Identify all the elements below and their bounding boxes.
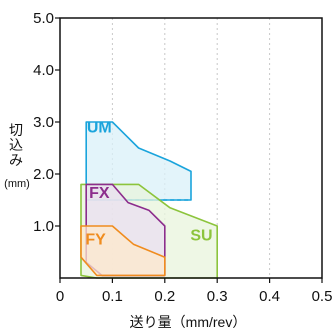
- label-layer: UM SU FX FY: [85, 119, 212, 248]
- x-tick-label-0: 0: [56, 288, 64, 305]
- x-tick-label-5: 0.5: [312, 288, 333, 305]
- tick-layer: 0 0.1 0.2 0.3 0.4 0.5 1.0 2.0 3.0 4.0 5.0: [33, 10, 332, 305]
- series-label-um: UM: [87, 119, 112, 136]
- y-axis-unit: (mm): [4, 178, 30, 190]
- y-axis-title-char-3: み: [9, 152, 23, 168]
- y-tick-label-0: 1.0: [33, 218, 54, 235]
- series-label-su: SU: [190, 228, 212, 245]
- plot-frame: [59, 17, 323, 279]
- y-axis-title-char-1: 切: [9, 122, 23, 138]
- y-axis-title-char-2: 込: [9, 137, 23, 153]
- series-label-fx: FX: [89, 185, 110, 202]
- region-layer: [80, 121, 218, 279]
- x-tick-label-4: 0.4: [259, 288, 280, 305]
- region-um: [85, 121, 192, 201]
- y-tick-label-2: 3.0: [33, 114, 54, 131]
- region-fy: [80, 225, 166, 277]
- y-tick-label-4: 5.0: [33, 10, 54, 27]
- y-tick-label-1: 2.0: [33, 166, 54, 183]
- x-tick-label-3: 0.3: [207, 288, 228, 305]
- y-tick-label-3: 4.0: [33, 62, 54, 79]
- x-tick-label-1: 0.1: [102, 288, 123, 305]
- series-label-fy: FY: [85, 232, 106, 249]
- x-tick-label-2: 0.2: [154, 288, 175, 305]
- x-axis-title: 送り量（mm/rev）: [130, 314, 247, 329]
